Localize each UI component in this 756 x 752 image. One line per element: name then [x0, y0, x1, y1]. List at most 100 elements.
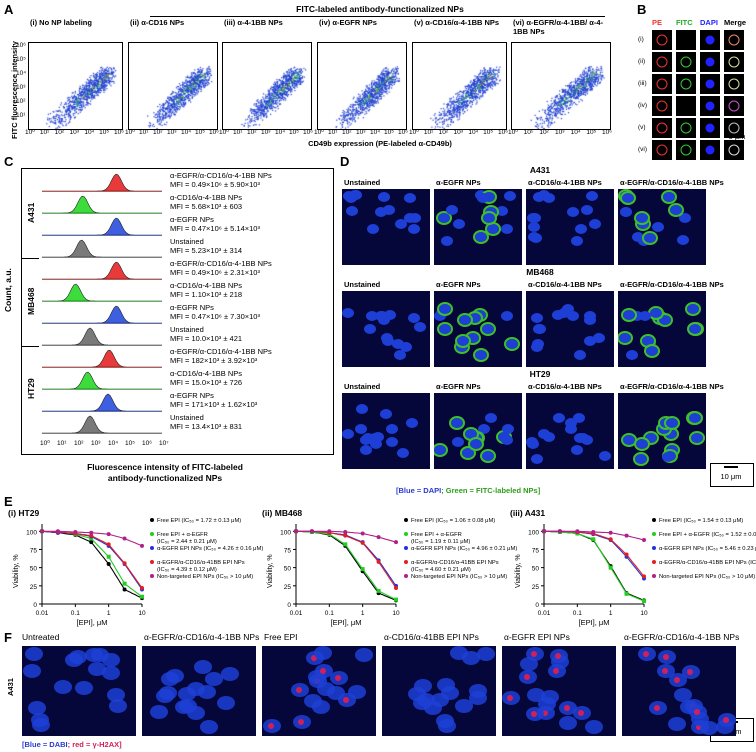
nucleus: [342, 429, 355, 440]
nucleus: [150, 705, 169, 720]
scatter-x-tick: 10⁴: [181, 129, 192, 136]
nucleus: [405, 417, 418, 428]
nucleus: [570, 445, 583, 456]
membrane-signal: [472, 230, 489, 245]
scatter-x-tick: 10⁶: [398, 129, 408, 136]
h2ax-foci: [653, 704, 660, 711]
cell-signal: [705, 57, 715, 67]
scatter-plot-title: (ii) α-CD16 NPs: [130, 18, 185, 27]
h2ax-foci: [530, 710, 537, 717]
legend-text: Non-targeted EPI NPs (IC₅₀ > 10 μM): [411, 574, 507, 580]
nucleus: [531, 338, 544, 349]
x-tick-label: 10: [392, 610, 400, 617]
panel-d-column-label: Unstained: [344, 178, 381, 187]
legend-text: Free EPI + α-EGFR: [411, 532, 462, 538]
panel-c-x-tick: 10⁷: [159, 440, 169, 447]
panel-c-x-tick: 10⁵: [125, 440, 135, 447]
nucleus: [356, 404, 369, 415]
h2ax-foci: [541, 709, 548, 716]
nucleus: [395, 219, 408, 230]
panel-c-group-divider: [21, 346, 39, 347]
nucleus: [27, 700, 46, 715]
nucleus: [413, 678, 432, 693]
nucleus: [477, 647, 496, 662]
panel-d-column-label: α-CD16/α-4-1BB NPs: [528, 178, 602, 187]
fluorescence-image: [262, 646, 376, 736]
scatter-plot-title: (iv) α-EGFR NPs: [319, 18, 377, 27]
histogram-name: Unstained: [170, 413, 204, 422]
panel-d-legend-blue: [Blue = DAPI: [396, 486, 442, 495]
cell-signal: [705, 145, 715, 155]
data-point: [106, 554, 111, 559]
cell-signal: [656, 122, 668, 134]
scatter-plot: [128, 42, 218, 130]
nucleus: [369, 439, 382, 450]
scatter-x-tick: 10⁰: [125, 129, 135, 136]
histogram-peak: [42, 305, 162, 324]
histogram-mfi: MFI = 171×10³ ± 1.62×10³: [170, 400, 258, 409]
panel-f-column-label: Untreated: [22, 632, 60, 642]
nucleus: [175, 699, 194, 714]
nucleus: [526, 213, 539, 224]
scatter-x-tick: 10¹: [39, 129, 50, 136]
scatter-x-tick: 10¹: [328, 129, 338, 136]
cell-signal: [680, 144, 692, 156]
cell-signal: [656, 100, 668, 112]
data-point: [40, 529, 44, 534]
nucleus: [380, 408, 393, 419]
nucleus: [365, 311, 378, 322]
scatter-points: [413, 43, 506, 129]
fluorescence-image: [526, 291, 614, 367]
scatter-x-tick: 10⁶: [303, 129, 313, 136]
membrane-signal: [480, 322, 497, 337]
legend-marker: [652, 560, 656, 564]
data-point: [89, 540, 94, 545]
chart-xlabel: [EPI], μM: [77, 618, 108, 627]
panel-c-frame: [21, 168, 334, 455]
legend-marker: [404, 532, 408, 536]
nucleus: [25, 646, 44, 661]
scatter-points: [512, 43, 610, 129]
h2ax-foci: [311, 654, 318, 661]
h2ax-foci: [523, 674, 530, 681]
x-tick-label: 0.1: [325, 610, 334, 617]
nucleus: [446, 204, 459, 215]
legend-text: α-EGFR/α-CD16/α-41BB EPI NPs: [411, 560, 499, 566]
cell-signal: [728, 78, 740, 90]
panel-b-row-label: (ii): [638, 58, 646, 65]
legend-text: Free EPI (IC₅₀ = 1.06 ± 0.08 μM): [411, 518, 495, 524]
scatter-x-tick: 10⁴: [84, 129, 95, 136]
nucleus: [364, 324, 377, 335]
microscopy-cell: [652, 96, 672, 116]
membrane-signal: [481, 211, 498, 226]
histogram-peak: [42, 195, 162, 214]
nucleus: [346, 205, 359, 216]
nucleus: [586, 190, 599, 201]
nucleus: [662, 451, 675, 462]
scatter-x-tick: 10⁰: [409, 129, 419, 136]
scatter-x-tick: 10⁰: [314, 129, 324, 136]
panel-c-x-tick: 10¹: [57, 440, 67, 447]
fluorescence-image: [342, 393, 430, 469]
nucleus: [314, 646, 333, 661]
fluorescence-image: [22, 646, 136, 736]
scatter-x-tick: 10¹: [423, 129, 434, 136]
y-tick-label: 75: [284, 547, 292, 554]
panel-f-legend-blue: [Blue = DABI: [22, 740, 68, 749]
panel-b-row-label: (vi): [638, 146, 648, 153]
panel-c-x-tick: 10³: [91, 440, 101, 447]
histogram-peak: [42, 173, 162, 192]
microscopy-cell: [676, 74, 696, 94]
membrane-signal: [686, 410, 703, 425]
nucleus: [527, 439, 540, 450]
membrane-signal: [436, 211, 453, 226]
x-tick-label: 10: [138, 610, 146, 617]
nucleus: [108, 699, 127, 714]
histogram-track: [42, 217, 162, 236]
nucleus: [32, 717, 51, 732]
panel-b-row-label: (iv): [638, 102, 648, 109]
scatter-x-tick: 10⁶: [114, 129, 124, 136]
membrane-signal: [684, 301, 701, 316]
membrane-signal: [434, 443, 449, 458]
